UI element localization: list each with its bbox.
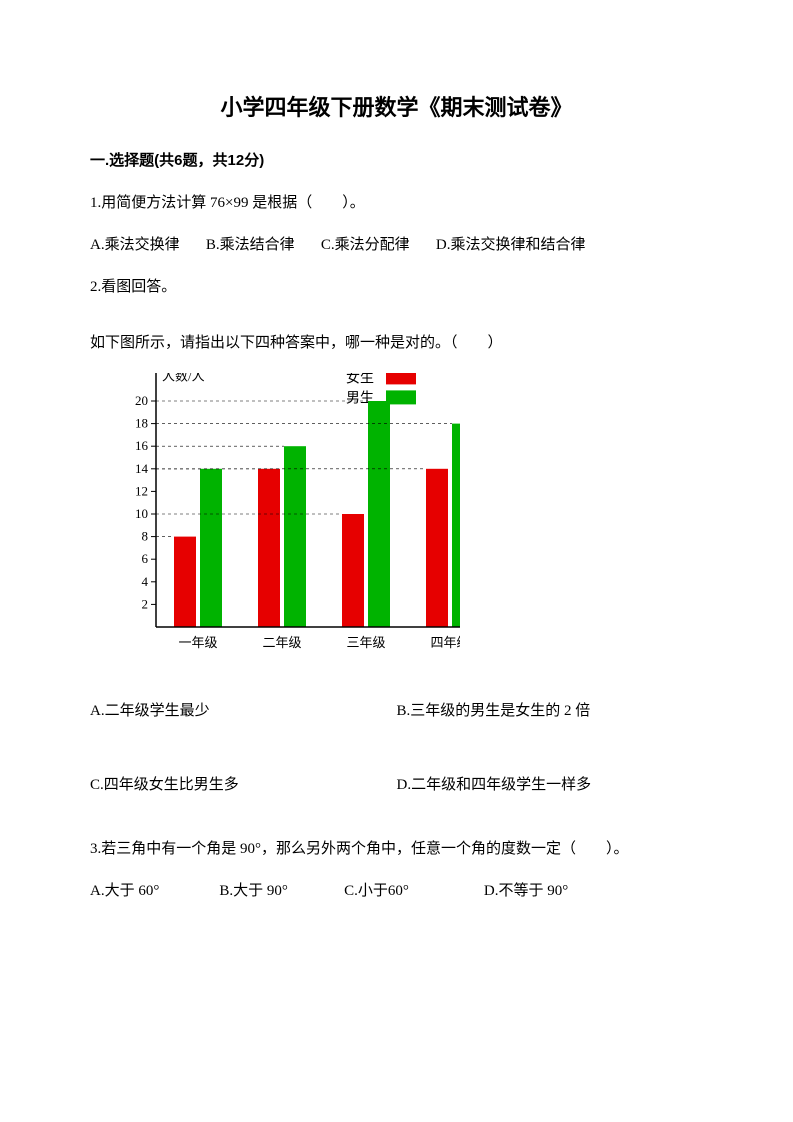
q2-opt-d: D.二年级和四年级学生一样多 xyxy=(397,773,704,797)
svg-text:三年级: 三年级 xyxy=(346,635,385,650)
svg-text:2: 2 xyxy=(142,597,149,612)
svg-text:12: 12 xyxy=(135,484,148,499)
q1-options: A.乘法交换律 B.乘法结合律 C.乘法分配律 D.乘法交换律和结合律 xyxy=(90,233,703,257)
q2-opt-a: A.二年级学生最少 xyxy=(90,699,397,723)
bar-chart: 2468101214161820人数/人女生男生一年级二年级三年级四年级年级 xyxy=(100,373,703,671)
svg-text:6: 6 xyxy=(142,551,149,566)
svg-text:女生: 女生 xyxy=(346,373,374,386)
svg-text:人数/人: 人数/人 xyxy=(162,373,205,383)
page-title: 小学四年级下册数学《期末测试卷》 xyxy=(90,90,703,125)
q1-opt-d: D.乘法交换律和结合律 xyxy=(436,237,586,253)
q1-text: 1.用简便方法计算 76×99 是根据（ ）。 xyxy=(90,191,703,215)
q3-text: 3.若三角中有一个角是 90°，那么另外两个角中，任意一个角的度数一定（ ）。 xyxy=(90,837,703,861)
section-header: 一.选择题(共6题，共12分) xyxy=(90,149,703,173)
q3-opt-a: A.大于 60° xyxy=(90,883,159,899)
chart-svg: 2468101214161820人数/人女生男生一年级二年级三年级四年级年级 xyxy=(100,373,460,663)
q3-options: A.大于 60° B.大于 90° C.小于60° D.不等于 90° xyxy=(90,879,703,903)
q1-opt-b: B.乘法结合律 xyxy=(206,237,295,253)
svg-text:二年级: 二年级 xyxy=(262,635,301,650)
svg-text:16: 16 xyxy=(135,438,149,453)
svg-text:10: 10 xyxy=(135,506,148,521)
svg-text:20: 20 xyxy=(135,393,148,408)
q2-options: A.二年级学生最少 B.三年级的男生是女生的 2 倍 C.四年级女生比男生多 D… xyxy=(90,699,703,797)
q2-prompt: 如下图所示，请指出以下四种答案中，哪一种是对的。（ ） xyxy=(90,331,703,355)
q2-opt-b: B.三年级的男生是女生的 2 倍 xyxy=(397,699,704,723)
q2-text: 2.看图回答。 xyxy=(90,275,703,299)
q1-opt-a: A.乘法交换律 xyxy=(90,237,180,253)
q3-opt-d: D.不等于 90° xyxy=(484,883,568,899)
q3-opt-b: B.大于 90° xyxy=(219,883,288,899)
svg-text:4: 4 xyxy=(142,574,149,589)
q1-opt-c: C.乘法分配律 xyxy=(321,237,410,253)
q3-opt-c: C.小于60° xyxy=(344,883,409,899)
svg-text:一年级: 一年级 xyxy=(178,635,217,650)
svg-text:14: 14 xyxy=(135,461,149,476)
svg-text:8: 8 xyxy=(142,529,149,544)
svg-text:18: 18 xyxy=(135,416,148,431)
svg-text:四年级: 四年级 xyxy=(430,635,460,650)
q2-opt-c: C.四年级女生比男生多 xyxy=(90,773,397,797)
